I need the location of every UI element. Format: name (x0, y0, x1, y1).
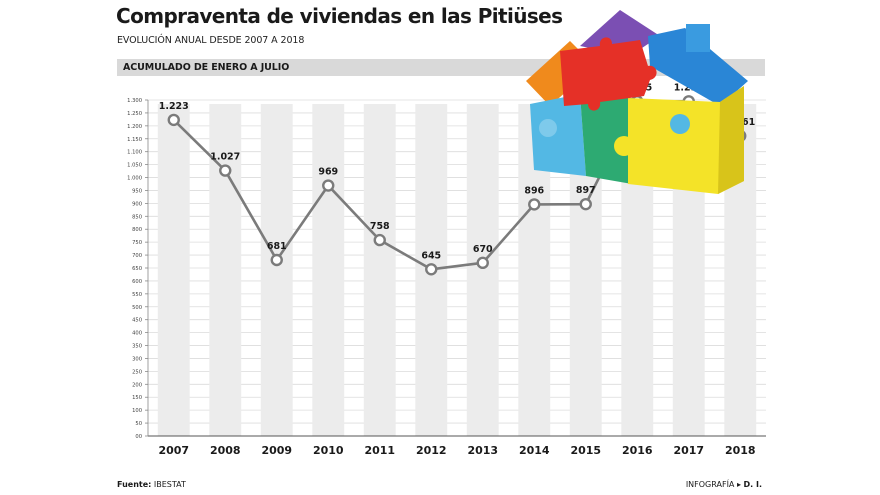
y-tick-label: 950 (132, 188, 142, 194)
y-tick-label: 600 (132, 279, 142, 285)
x-tick-label: 2007 (158, 444, 189, 457)
y-tick-label: 900 (132, 201, 142, 207)
data-label: 969 (318, 167, 338, 178)
house-wall-green (580, 94, 632, 184)
puzzle-house-illustration (526, 10, 748, 194)
data-label: 645 (421, 250, 441, 261)
year-column (466, 104, 499, 436)
y-tick-label: 1.000 (127, 176, 142, 182)
source-label: Fuente: (117, 480, 152, 489)
y-tick-label: 700 (132, 253, 142, 259)
data-point (322, 179, 335, 192)
x-tick-label: 2015 (570, 444, 601, 457)
data-label: 1.027 (210, 152, 240, 163)
house-chimney (686, 24, 710, 52)
x-tick-label: 2008 (210, 444, 241, 457)
y-tick-label: 750 (132, 240, 142, 246)
x-tick-label: 2014 (519, 444, 550, 457)
data-point (373, 233, 386, 247)
data-point (579, 197, 592, 211)
chart-title: Compraventa de viviendas en las Pitiüses (116, 4, 563, 28)
y-tick-label: 1.050 (127, 163, 142, 169)
section-header-label: ACUMULADO DE ENERO A JULIO (123, 62, 290, 73)
year-column (260, 104, 293, 436)
chart-subtitle: EVOLUCIÓN ANUAL DESDE 2007 A 2018 (117, 35, 305, 46)
data-point (270, 253, 283, 267)
data-label: 897 (576, 185, 596, 196)
year-column (312, 104, 345, 436)
y-tick-label: 50 (135, 421, 142, 427)
y-tick-label: 1.100 (127, 150, 142, 156)
grid-lines (148, 99, 766, 437)
y-tick-label: 1.200 (127, 124, 142, 130)
data-label: 681 (267, 241, 287, 252)
house-wall-lightblue (530, 94, 586, 176)
x-tick-label: 2011 (364, 444, 395, 457)
data-label: 758 (370, 221, 390, 232)
y-tick-label: 250 (132, 369, 142, 375)
y-tick-label: 300 (132, 356, 142, 362)
house-puzzle-knob-yellow (614, 136, 634, 156)
year-column (363, 104, 396, 436)
house-puzzle-knob-lightblue (539, 119, 557, 137)
y-axis-ticks: 00 50 100 150 200 250 300 350 400 450 500 550 600 650… (127, 98, 148, 440)
y-tick-label: 1.150 (127, 137, 142, 143)
year-columns (157, 104, 757, 436)
house-puzzle-knob-blue (670, 114, 690, 134)
data-point (476, 256, 489, 270)
source-note: Fuente: IBESTAT (117, 480, 186, 489)
y-tick-label: 850 (132, 214, 142, 220)
credit-label: INFOGRAFÍA (685, 480, 735, 489)
x-tick-label: 2017 (673, 444, 704, 457)
y-tick-label: 550 (132, 292, 142, 298)
year-column (157, 104, 190, 436)
credit-note: INFOGRAFÍA ▸ D. I. (686, 480, 762, 489)
data-point (167, 113, 180, 127)
y-tick-label: 150 (132, 395, 142, 401)
y-tick-label: 200 (132, 382, 142, 388)
credit-value: D. I. (743, 480, 762, 489)
source-value: IBESTAT (153, 480, 186, 489)
x-axis-labels: 2007 2008 2009 2010 2011 2012 2013 2014 2015 2016… (158, 444, 755, 457)
data-point (219, 164, 232, 177)
y-tick-label: 500 (132, 305, 142, 311)
y-tick-label: 350 (132, 344, 142, 350)
data-point (425, 263, 438, 276)
y-tick-label: 450 (132, 318, 142, 324)
house-roof-blue (648, 28, 748, 106)
x-tick-label: 2012 (416, 444, 447, 457)
y-tick-label: 00 (135, 434, 142, 440)
y-tick-label: 1.300 (127, 98, 142, 104)
data-label: 1.223 (159, 101, 189, 112)
x-tick-label: 2009 (261, 444, 292, 457)
house-puzzle-red (560, 37, 657, 111)
y-tick-label: 650 (132, 266, 142, 272)
house-wall-yellow (628, 86, 744, 194)
data-label: 896 (524, 185, 544, 196)
credit-arrow-icon: ▸ (736, 480, 741, 489)
y-tick-label: 400 (132, 331, 142, 337)
data-label: 670 (473, 244, 493, 255)
y-tick-label: 800 (132, 227, 142, 233)
x-tick-label: 2013 (467, 444, 498, 457)
y-tick-label: 1.250 (127, 111, 142, 117)
x-tick-label: 2018 (725, 444, 756, 457)
x-tick-label: 2010 (313, 444, 344, 457)
y-tick-label: 100 (132, 408, 142, 414)
data-point (528, 198, 541, 211)
x-tick-label: 2016 (622, 444, 653, 457)
house-side-yellow (718, 86, 744, 194)
